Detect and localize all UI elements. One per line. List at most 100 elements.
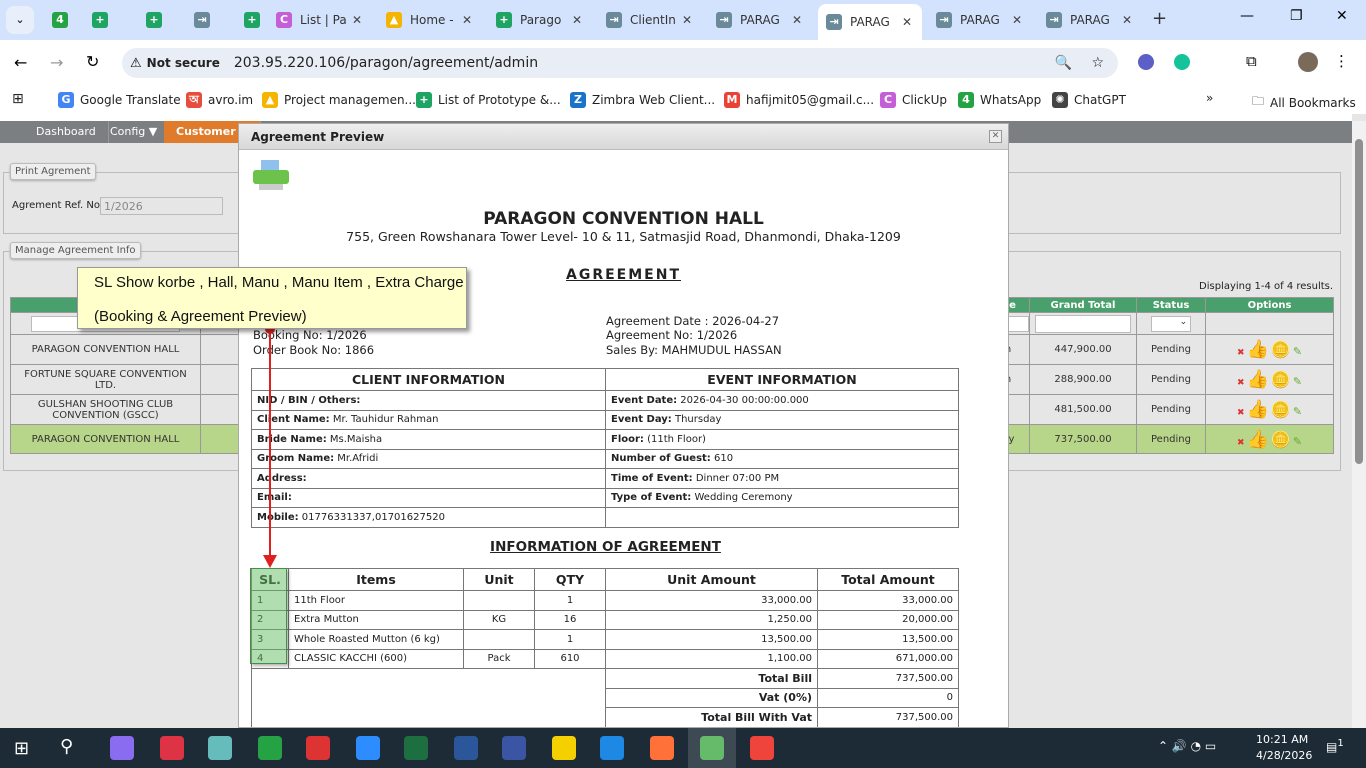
close-tab-icon[interactable]: ✕ [791,13,802,27]
bookmark-item[interactable]: C ClickUp [880,92,947,108]
word-icon[interactable] [454,736,478,760]
not-secure-label[interactable]: Not secure [146,56,220,70]
edit-pencil-icon[interactable]: ✎ [1292,405,1303,418]
bookmark-item[interactable]: 4 WhatsApp [958,92,1041,108]
delete-icon[interactable]: ✖ [1236,408,1245,418]
avatar[interactable] [1298,52,1318,72]
start-button[interactable]: ⊞ [14,738,30,759]
bookmark-item[interactable]: + List of Prototype &... [416,92,561,108]
extensions-icon[interactable]: ⧉ [1246,52,1257,70]
notes-icon[interactable] [208,736,232,760]
browser-tab[interactable]: + Parago ✕ [488,6,592,34]
minimize-button[interactable]: — [1240,8,1254,24]
bangla-keyboard-icon[interactable] [160,736,184,760]
url-text[interactable]: 203.95.220.106/paragon/agreement/admin [233,55,539,71]
browser-tab[interactable]: ⇥ PARAG ✕ [818,4,922,40]
clock-time[interactable]: 10:21 AM [1256,733,1309,746]
whatsapp-icon[interactable] [258,736,282,760]
excel-icon[interactable] [404,736,428,760]
apps-icon[interactable]: ⊞ [12,91,24,107]
browser-tab[interactable]: ⇥ [186,6,220,34]
delete-icon[interactable]: ✖ [1236,348,1245,358]
chrome-icon[interactable] [700,736,724,760]
scrollbar[interactable] [1352,121,1366,728]
close-tab-icon[interactable]: ✕ [351,13,362,27]
nav-dashboard[interactable]: Dashboard [24,121,109,143]
col-header-status[interactable]: Status [1136,297,1206,313]
bookmark-item[interactable]: Z Zimbra Web Client... [570,92,715,108]
payment-coins-icon[interactable]: 🪙 [1270,429,1291,449]
browser-tab[interactable]: ⇥ PARAG ✕ [708,6,812,34]
edit-pencil-icon[interactable]: ✎ [1292,375,1303,388]
browser-tab[interactable]: 4 [44,6,78,34]
approve-thumbs-up-icon[interactable]: 👍 [1246,428,1269,450]
close-tab-icon[interactable]: ✕ [681,13,692,27]
copilot-icon[interactable] [110,736,134,760]
notifications-icon[interactable]: ▤1 [1326,738,1344,754]
more-bookmarks-icon[interactable]: » [1206,91,1214,105]
zoom-icon[interactable] [356,736,380,760]
browser-tab[interactable]: + [84,6,118,34]
bookmark-favicon-icon: + [416,92,432,108]
reload-button[interactable]: ↻ [86,52,100,71]
bookmark-item[interactable]: ▲ Project managemen... [262,92,416,108]
close-window-button[interactable]: ✕ [1336,8,1348,24]
payment-coins-icon[interactable]: 🪙 [1270,340,1291,359]
sticky-notes-icon[interactable] [552,736,576,760]
extension-icon[interactable] [1138,54,1154,70]
delete-icon[interactable]: ✖ [1236,378,1245,388]
browser-tab[interactable]: ▲ Home - ✕ [378,6,482,34]
ref-input[interactable]: 1/2026 [100,197,223,215]
approve-thumbs-up-icon[interactable]: 👍 [1246,339,1269,360]
close-tab-icon[interactable]: ✕ [461,13,472,27]
edit-pencil-icon[interactable]: ✎ [1292,345,1303,358]
bookmark-star-icon[interactable]: ☆ [1091,55,1104,71]
grand-total-filter[interactable] [1035,314,1131,333]
status-filter-select[interactable]: ⌄ [1151,315,1191,332]
close-tab-icon[interactable]: ✕ [1011,13,1022,27]
delete-icon[interactable]: ✖ [1236,437,1245,448]
browser-tab[interactable]: + [236,6,270,34]
browser-tab[interactable]: ⇥ PARAG ✕ [1038,6,1142,34]
browser-tab[interactable]: + [138,6,172,34]
forward-button[interactable]: → [50,53,64,72]
payment-coins-icon[interactable]: 🪙 [1270,400,1291,419]
back-button[interactable]: ← [14,53,28,72]
nav-config[interactable]: Config ▼ [98,121,171,143]
visio-icon[interactable] [502,736,526,760]
zoom-icon[interactable]: 🔍 [1054,55,1072,71]
browser-tab[interactable]: ⇥ ClientIn ✕ [598,6,702,34]
app-icon[interactable] [600,736,624,760]
payment-coins-icon[interactable]: 🪙 [1270,370,1291,389]
browser-tab[interactable]: C List | Pa ✕ [268,6,372,34]
restore-button[interactable]: ❐ [1290,8,1303,24]
close-tab-icon[interactable]: ✕ [1121,13,1132,27]
address-bar[interactable]: ⚠ Not secure 203.95.220.106/paragon/agre… [122,48,1118,78]
print-icon[interactable] [253,160,289,192]
col-header-grand-total[interactable]: Grand Total [1029,297,1137,313]
grammarly-icon[interactable] [1174,54,1190,70]
all-bookmarks[interactable]: 🗀 All Bookmarks [1252,92,1356,113]
bookmark-item[interactable]: ✺ ChatGPT [1052,92,1126,108]
new-tab-button[interactable]: + [1152,8,1168,29]
firefox-icon[interactable] [650,736,674,760]
bookmark-item[interactable]: অ avro.im [186,92,253,108]
anydesk-icon[interactable] [750,736,774,760]
browser-tab[interactable]: ⇥ PARAG ✕ [928,6,1032,34]
approve-thumbs-up-icon[interactable]: 👍 [1246,399,1269,420]
menu-icon[interactable]: ⋮ [1334,52,1349,70]
clock-date[interactable]: 4/28/2026 [1256,749,1313,762]
close-tab-icon[interactable]: ✕ [571,13,582,27]
scrollbar-thumb[interactable] [1355,139,1363,464]
tray-icons[interactable]: ⌃ 🔊 ◔ ▭ [1158,739,1217,753]
close-dialog-button[interactable]: ✕ [989,130,1002,143]
nav-customer[interactable]: Customer B [164,121,261,143]
tab-search-button[interactable]: ⌄ [6,6,34,34]
approve-thumbs-up-icon[interactable]: 👍 [1246,369,1269,390]
edit-pencil-icon[interactable]: ✎ [1292,434,1303,448]
search-icon[interactable]: ⚲ [60,736,74,757]
office-icon[interactable] [306,736,330,760]
bookmark-item[interactable]: G Google Translate [58,92,181,108]
close-tab-icon[interactable]: ✕ [901,15,912,29]
